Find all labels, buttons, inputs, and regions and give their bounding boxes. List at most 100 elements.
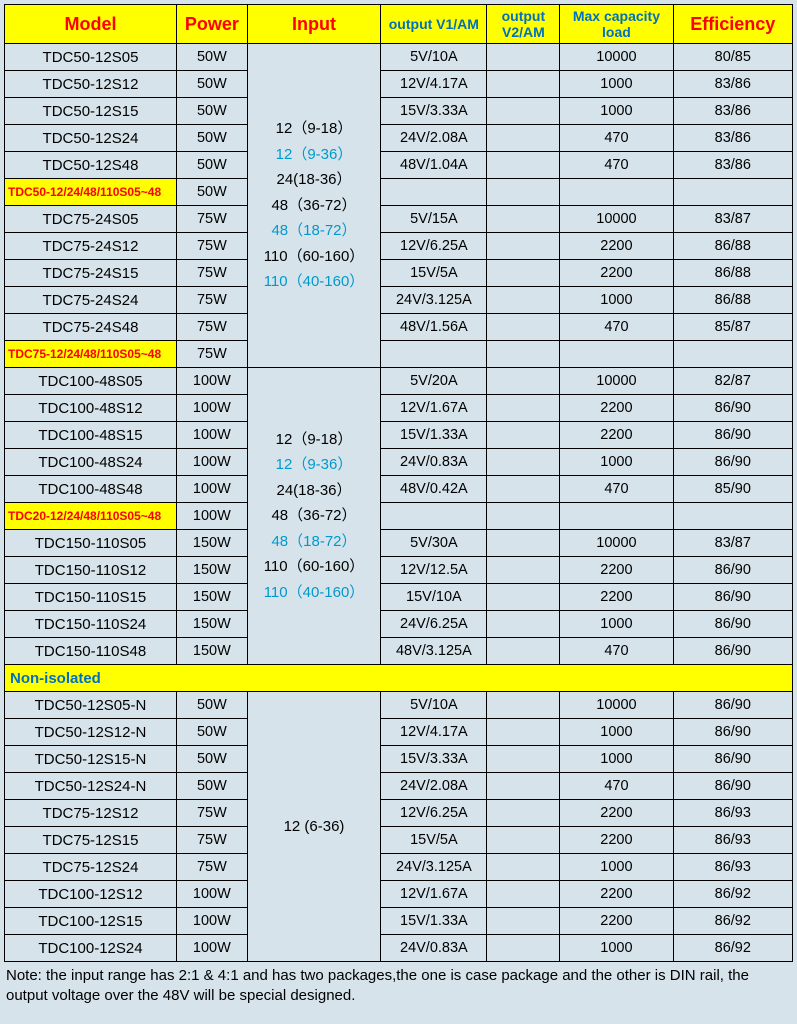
power-cell: 100W: [176, 449, 247, 476]
output-v2-cell: [487, 476, 560, 503]
table-row: TDC50-12/24/48/110S05~4850W: [5, 179, 793, 206]
efficiency-cell: [673, 179, 792, 206]
table-row: TDC100-48S24100W24V/0.83A100086/90: [5, 449, 793, 476]
output-v2-cell: [487, 206, 560, 233]
model-cell: TDC50-12S05: [5, 44, 177, 71]
power-cell: 75W: [176, 341, 247, 368]
model-cell: TDC50-12S05-N: [5, 692, 177, 719]
efficiency-cell: 86/88: [673, 260, 792, 287]
table-row: TDC50-12S24-N50W24V/2.08A47086/90: [5, 773, 793, 800]
spec-table: ModelPowerInputoutput V1/AMoutput V2/AMM…: [4, 4, 793, 962]
capacity-cell: 2200: [560, 827, 673, 854]
efficiency-cell: 86/90: [673, 449, 792, 476]
power-cell: 100W: [176, 476, 247, 503]
table-row: TDC50-12S2450W24V/2.08A47083/86: [5, 125, 793, 152]
output-v1-cell: 12V/12.5A: [381, 557, 487, 584]
table-row: TDC150-110S24150W24V/6.25A100086/90: [5, 611, 793, 638]
model-cell: TDC50-12S12-N: [5, 719, 177, 746]
power-cell: 150W: [176, 611, 247, 638]
efficiency-cell: 86/90: [673, 584, 792, 611]
capacity-cell: 1000: [560, 449, 673, 476]
model-cell: TDC100-48S05: [5, 368, 177, 395]
output-v1-cell: 24V/6.25A: [381, 611, 487, 638]
model-cell: TDC100-12S24: [5, 935, 177, 962]
output-v2-cell: [487, 692, 560, 719]
capacity-cell: 470: [560, 476, 673, 503]
power-cell: 75W: [176, 827, 247, 854]
output-v2-cell: [487, 152, 560, 179]
capacity-cell: 10000: [560, 368, 673, 395]
output-v1-cell: 48V/3.125A: [381, 638, 487, 665]
efficiency-cell: 86/90: [673, 422, 792, 449]
note-text: Note: the input range has 2:1 & 4:1 and …: [4, 962, 793, 1009]
power-cell: 75W: [176, 206, 247, 233]
section-row: Non-isolated: [5, 665, 793, 692]
model-cell: TDC75-24S12: [5, 233, 177, 260]
capacity-cell: 2200: [560, 233, 673, 260]
model-cell: TDC150-110S15: [5, 584, 177, 611]
input-cell: 12（9-18）12（9-36）24(18-36）48（36-72）48（18-…: [247, 368, 381, 665]
model-cell: TDC150-110S48: [5, 638, 177, 665]
output-v2-cell: [487, 908, 560, 935]
table-row: TDC50-12S0550W12（9-18）12（9-36）24(18-36）4…: [5, 44, 793, 71]
table-row: TDC20-12/24/48/110S05~48100W: [5, 503, 793, 530]
capacity-cell: 1000: [560, 935, 673, 962]
col-header-4: output V2/AM: [487, 5, 560, 44]
efficiency-cell: 86/88: [673, 287, 792, 314]
model-cell: TDC50-12S15: [5, 98, 177, 125]
capacity-cell: 2200: [560, 908, 673, 935]
output-v2-cell: [487, 746, 560, 773]
power-cell: 100W: [176, 422, 247, 449]
table-row: TDC100-12S12100W12V/1.67A220086/92: [5, 881, 793, 908]
output-v1-cell: 5V/30A: [381, 530, 487, 557]
table-row: TDC50-12S15-N50W15V/3.33A100086/90: [5, 746, 793, 773]
power-cell: 50W: [176, 98, 247, 125]
capacity-cell: 10000: [560, 692, 673, 719]
model-cell: TDC50-12S24-N: [5, 773, 177, 800]
output-v1-cell: 12V/4.17A: [381, 719, 487, 746]
output-v2-cell: [487, 287, 560, 314]
output-v1-cell: 15V/1.33A: [381, 422, 487, 449]
model-cell: TDC100-48S15: [5, 422, 177, 449]
output-v1-cell: 12V/1.67A: [381, 395, 487, 422]
power-cell: 50W: [176, 692, 247, 719]
table-row: TDC150-110S12150W12V/12.5A220086/90: [5, 557, 793, 584]
table-row: TDC50-12S1250W12V/4.17A100083/86: [5, 71, 793, 98]
model-cell: TDC50-12S48: [5, 152, 177, 179]
output-v2-cell: [487, 854, 560, 881]
model-cell: TDC75-24S48: [5, 314, 177, 341]
table-row: TDC75-24S1275W12V/6.25A220086/88: [5, 233, 793, 260]
table-row: TDC50-12S4850W48V/1.04A47083/86: [5, 152, 793, 179]
efficiency-cell: 85/87: [673, 314, 792, 341]
output-v2-cell: [487, 98, 560, 125]
power-cell: 100W: [176, 368, 247, 395]
col-header-3: output V1/AM: [381, 5, 487, 44]
power-cell: 75W: [176, 854, 247, 881]
table-row: TDC100-12S24100W24V/0.83A100086/92: [5, 935, 793, 962]
efficiency-cell: 86/88: [673, 233, 792, 260]
output-v2-cell: [487, 71, 560, 98]
table-row: TDC50-12S05-N50W12 (6-36)5V/10A1000086/9…: [5, 692, 793, 719]
output-v1-cell: 15V/10A: [381, 584, 487, 611]
power-cell: 150W: [176, 638, 247, 665]
capacity-cell: 2200: [560, 395, 673, 422]
capacity-cell: [560, 503, 673, 530]
efficiency-cell: 86/90: [673, 395, 792, 422]
efficiency-cell: 83/86: [673, 98, 792, 125]
table-header: ModelPowerInputoutput V1/AMoutput V2/AMM…: [5, 5, 793, 44]
output-v2-cell: [487, 881, 560, 908]
col-header-6: Efficiency: [673, 5, 792, 44]
efficiency-cell: 86/93: [673, 854, 792, 881]
efficiency-cell: 86/92: [673, 935, 792, 962]
col-header-0: Model: [5, 5, 177, 44]
capacity-cell: 470: [560, 125, 673, 152]
model-cell: TDC150-110S24: [5, 611, 177, 638]
output-v2-cell: [487, 44, 560, 71]
output-v2-cell: [487, 449, 560, 476]
power-cell: 150W: [176, 557, 247, 584]
output-v1-cell: 24V/0.83A: [381, 449, 487, 476]
efficiency-cell: 83/86: [673, 71, 792, 98]
col-header-1: Power: [176, 5, 247, 44]
power-cell: 75W: [176, 233, 247, 260]
efficiency-cell: 83/87: [673, 530, 792, 557]
